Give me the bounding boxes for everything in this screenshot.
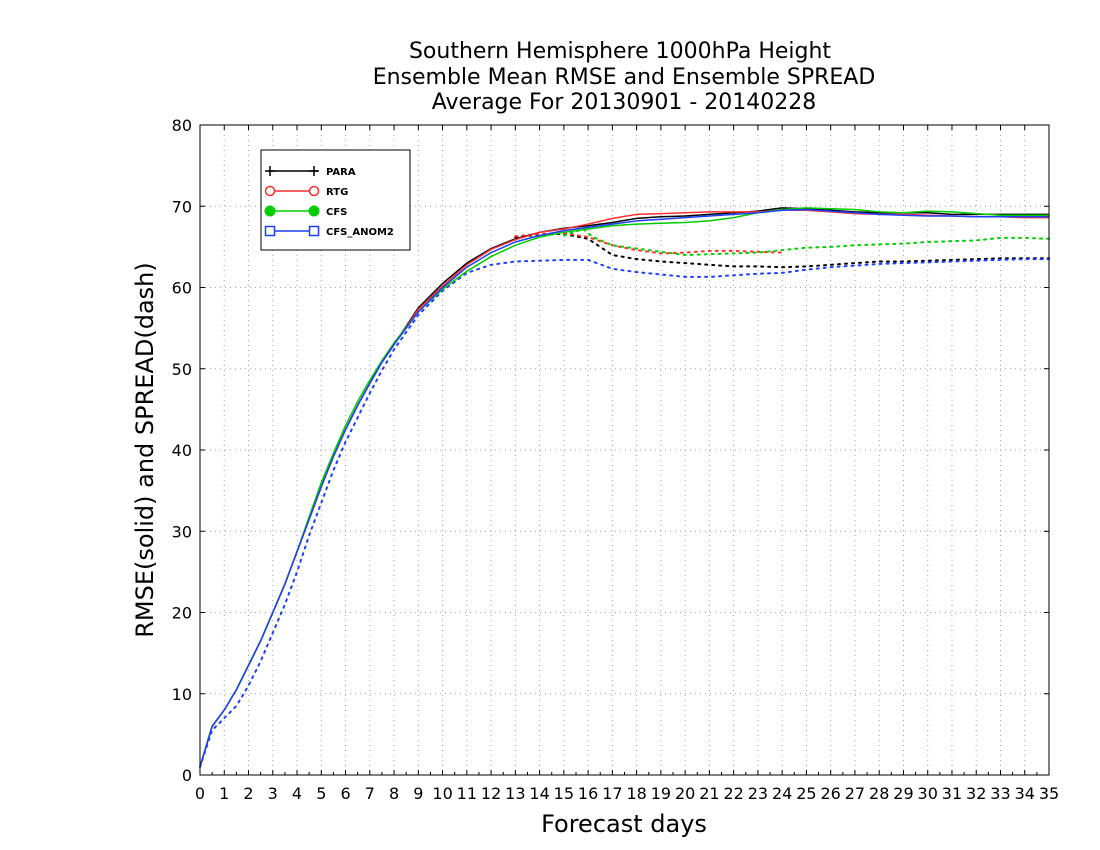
x-tick-label: 25 [796,784,816,803]
x-tick-label: 27 [845,784,865,803]
legend-label: PARA [326,167,356,178]
x-tick-label: 9 [413,784,423,803]
open-circle-marker-icon [264,185,276,197]
x-tick-label: 23 [748,784,768,803]
legend-box [260,149,411,251]
x-tick-label: 12 [481,784,501,803]
x-tick-label: 13 [505,784,525,803]
x-tick-label: 24 [772,784,792,803]
x-tick-label: 21 [699,784,719,803]
x-tick-label: 29 [893,784,913,803]
series-spread-cfs [562,227,1050,257]
y-tick-label: 20 [172,604,192,623]
x-axis-label: Forecast days [541,810,707,838]
x-tick-label: 34 [1015,784,1035,803]
x-tick-label: 4 [292,784,302,803]
x-tick-label: 33 [990,784,1010,803]
legend-label: CFS_ANOM2 [326,227,394,238]
chart-title-line-1: Southern Hemisphere 1000hPa Height [409,39,831,64]
x-tick-label: 6 [340,784,350,803]
x-tick-label: 32 [966,784,986,803]
chart-title-line-3: Average For 20130901 - 20140228 [432,90,817,115]
y-tick-label: 80 [172,116,192,135]
y-tick-label: 30 [172,522,192,541]
y-tick-label: 40 [172,441,192,460]
legend-label: CFS [326,207,347,218]
y-tick-label: 0 [182,766,192,785]
x-tick-label: 35 [1039,784,1059,803]
x-tick-label: 7 [365,784,375,803]
x-tick-label: 5 [316,784,326,803]
series-spread-para [514,232,1050,269]
x-tick-label: 17 [602,784,622,803]
legend-item-cfs: CFS [264,205,347,218]
x-tick-label: 28 [869,784,889,803]
series-rmse-cfs-anom2 [199,208,1049,768]
x-tick-label: 26 [821,784,841,803]
filled-circle-marker-icon [264,205,276,217]
x-tick-label: 0 [195,784,205,803]
x-tick-label: 2 [243,784,253,803]
x-tick-label: 1 [219,784,229,803]
y-tick-label: 50 [172,360,192,379]
x-tick-label: 20 [675,784,695,803]
open-square-marker-icon [308,225,320,237]
open-circle-marker-icon [308,185,320,197]
chart-title-line-2: Ensemble Mean RMSE and Ensemble SPREAD [373,65,876,90]
x-tick-label: 30 [918,784,938,803]
y-tick-label: 70 [172,197,192,216]
series-lines [199,207,1050,768]
x-tick-label: 3 [268,784,278,803]
legend-item-para: PARA [265,166,356,178]
axes: 0 1 2 3 4 5 6 7 8 9 10 11 12 13 14 15 16 17 18 19 20 21 22 23 24… [172,116,1060,803]
x-tick-label: 15 [554,784,574,803]
x-tick-label: 14 [529,784,549,803]
plot-frame [199,124,1050,776]
x-tick-label: 10 [432,784,452,803]
x-tick-label: 16 [578,784,598,803]
grid [200,125,1049,775]
x-tick-label: 11 [457,784,477,803]
legend-item-rtg: RTG [264,185,348,198]
x-tick-label: 18 [626,784,646,803]
filled-circle-marker-icon [308,205,320,217]
legend-label: RTG [326,187,348,198]
x-tick-label: 8 [389,784,399,803]
series-spread-cfs-anom2 [199,258,1050,768]
x-tick-label: 19 [651,784,671,803]
legend-item-cfs-anom2: CFS_ANOM2 [264,225,394,238]
x-tick-label: 22 [723,784,743,803]
y-tick-label: 10 [172,685,192,704]
open-square-marker-icon [264,225,276,237]
x-tick-label: 31 [942,784,962,803]
y-axis-label: RMSE(solid) and SPREAD(dash) [131,262,159,638]
y-tick-label: 60 [172,279,192,298]
legend: PARA RTG CFS CFS_ANOM2 [260,149,411,251]
